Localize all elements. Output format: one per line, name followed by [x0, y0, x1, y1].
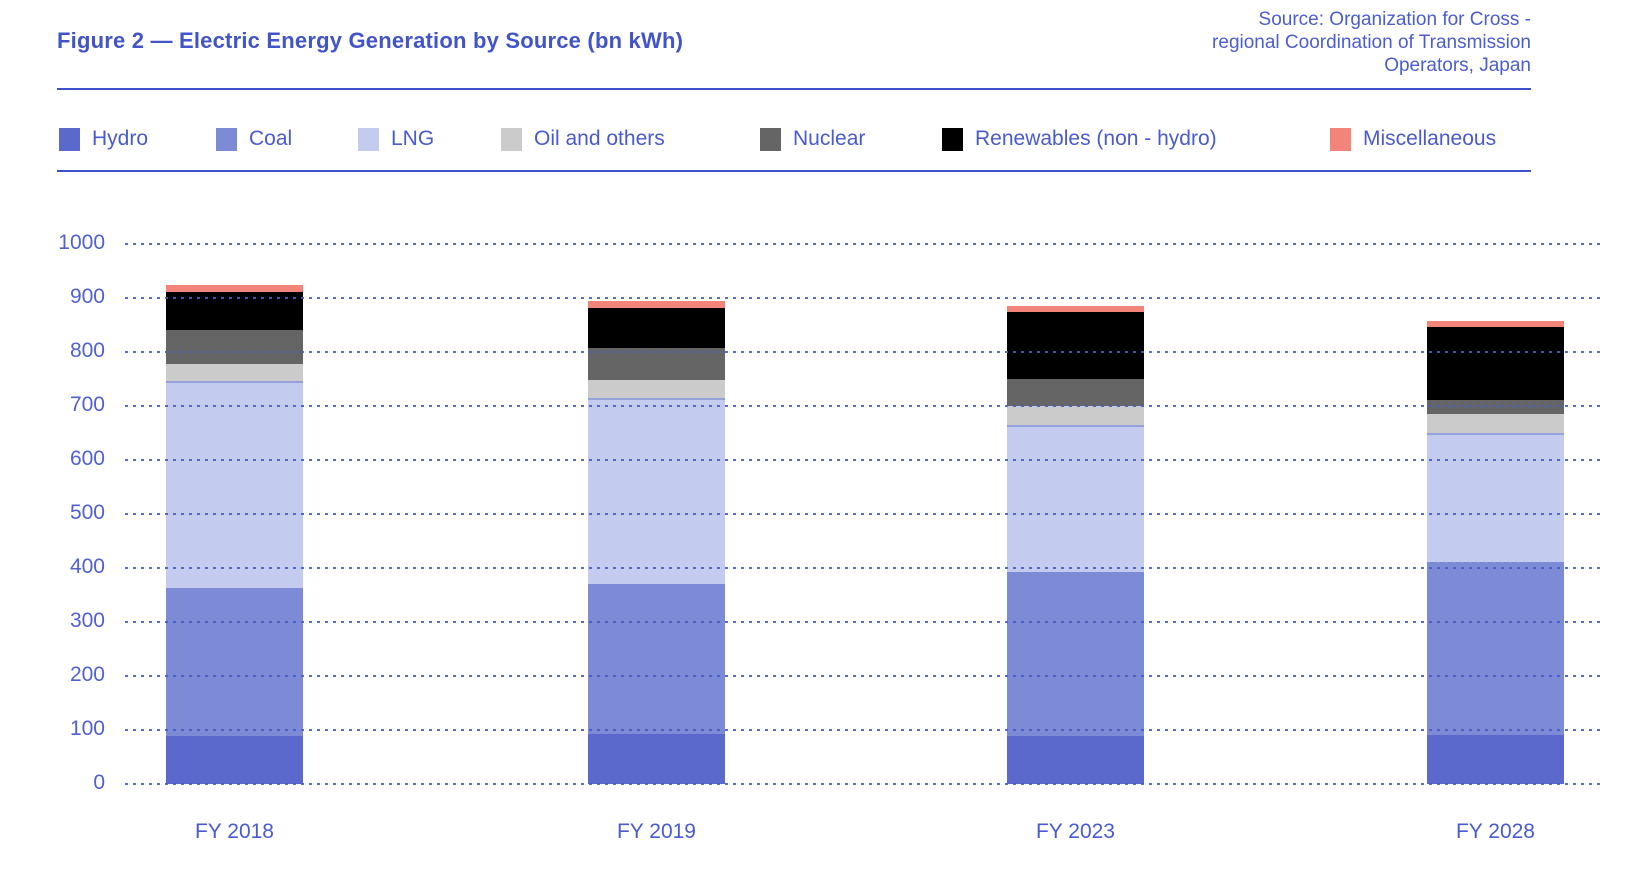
gridline-400: [125, 567, 1600, 569]
bar-segment-miscellaneous-fy-2028: [1427, 321, 1564, 327]
bar-segment-renewables-non-hydro-fy-2028: [1427, 326, 1564, 400]
bar-segment-hydro-fy-2023: [1007, 736, 1144, 784]
legend-divider: [57, 170, 1531, 172]
bar-segment-hydro-fy-2028: [1427, 735, 1564, 784]
bar-segment-miscellaneous-fy-2019: [588, 301, 725, 308]
y-tick-label-700: 700: [69, 393, 105, 416]
legend-label-miscellaneous: Miscellaneous: [1363, 127, 1497, 150]
legend-item-miscellaneous: Miscellaneous: [1330, 124, 1496, 154]
y-tick-label-500: 500: [69, 501, 105, 524]
gridline-600: [125, 459, 1600, 461]
bar-segment-miscellaneous-fy-2023: [1007, 306, 1144, 313]
source-line-1: Source: Organization for Cross -: [1258, 9, 1531, 30]
x-axis-label-fy-2018: FY 2018: [194, 820, 274, 843]
legend-label-lng: LNG: [391, 127, 435, 150]
bar-fy-2018: [166, 0, 303, 784]
bar-segment-lng-fy-2028: [1427, 433, 1564, 562]
legend-swatch-renewables-non-hydro: [942, 127, 963, 151]
legend-label-nuclear: Nuclear: [793, 127, 866, 150]
source-attribution: Source: Organization for Cross - regiona…: [1051, 8, 1531, 77]
legend-item-hydro: Hydro: [59, 124, 148, 154]
bar-segment-nuclear-fy-2023: [1007, 379, 1144, 406]
y-tick-label-800: 800: [69, 339, 105, 362]
title-divider: [57, 88, 1531, 90]
y-tick-label-200: 200: [69, 663, 105, 686]
gridline-700: [125, 405, 1600, 407]
bar-segment-renewables-non-hydro-fy-2023: [1007, 312, 1144, 379]
gridline-900: [125, 297, 1600, 299]
bar-segment-lng-fy-2023: [1007, 424, 1144, 572]
x-axis-label-fy-2023: FY 2023: [1035, 820, 1115, 843]
bar-segment-miscellaneous-fy-2018: [166, 284, 303, 292]
legend-swatch-nuclear: [760, 127, 781, 151]
bar-segment-coal-fy-2019: [588, 583, 725, 735]
x-axis-label-fy-2019: FY 2019: [616, 820, 696, 843]
y-tick-label-600: 600: [69, 447, 105, 470]
legend-item-nuclear: Nuclear: [760, 124, 865, 154]
legend-swatch-coal: [216, 127, 237, 151]
legend-swatch-oil-and-others: [501, 127, 522, 151]
figure-title: Figure 2 — Electric Energy Generation by…: [57, 28, 684, 53]
legend-swatch-lng: [358, 127, 379, 151]
source-line-3: Operators, Japan: [1384, 55, 1531, 76]
y-tick-label-300: 300: [69, 609, 105, 632]
bar-fy-2028: [1427, 0, 1564, 784]
bar-fy-2023: [1007, 0, 1144, 784]
bar-segment-oil-and-others-fy-2023: [1007, 406, 1144, 425]
legend-label-oil-and-others: Oil and others: [534, 127, 665, 150]
y-tick-label-0: 0: [93, 771, 105, 794]
gridline-800: [125, 351, 1600, 353]
gridline-0: [125, 783, 1600, 785]
y-tick-label-900: 900: [69, 285, 105, 308]
bar-segment-lng-fy-2018: [166, 380, 303, 588]
gridline-1000: [125, 243, 1600, 245]
legend-item-lng: LNG: [358, 124, 434, 154]
bar-segment-renewables-non-hydro-fy-2019: [588, 307, 725, 348]
bar-segment-hydro-fy-2019: [588, 734, 725, 784]
gridline-200: [125, 675, 1600, 677]
bar-segment-oil-and-others-fy-2018: [166, 364, 303, 381]
gridline-100: [125, 729, 1600, 731]
bar-segment-coal-fy-2018: [166, 588, 303, 736]
bar-segment-oil-and-others-fy-2028: [1427, 414, 1564, 433]
legend-swatch-miscellaneous: [1330, 127, 1351, 151]
source-line-2: regional Coordination of Transmission: [1212, 32, 1531, 53]
y-tick-label-1000: 1000: [58, 231, 105, 254]
bar-segment-oil-and-others-fy-2019: [588, 379, 725, 399]
x-axis-label-fy-2028: FY 2028: [1455, 820, 1535, 843]
gridline-300: [125, 621, 1600, 623]
bar-segment-hydro-fy-2018: [166, 735, 303, 784]
y-tick-label-400: 400: [69, 555, 105, 578]
bar-segment-lng-fy-2019: [588, 398, 725, 584]
y-tick-label-100: 100: [69, 717, 105, 740]
bar-fy-2019: [588, 0, 725, 784]
legend-item-coal: Coal: [216, 124, 292, 154]
legend-label-coal: Coal: [249, 127, 293, 150]
legend-label-renewables-non-hydro: Renewables (non - hydro): [975, 127, 1217, 150]
bar-segment-nuclear-fy-2018: [166, 329, 303, 365]
bar-segment-coal-fy-2023: [1007, 571, 1144, 737]
legend-swatch-hydro: [59, 127, 80, 151]
gridline-500: [125, 513, 1600, 515]
legend-label-hydro: Hydro: [92, 127, 149, 150]
bar-segment-coal-fy-2028: [1427, 561, 1564, 736]
legend-item-renewables-non-hydro: Renewables (non - hydro): [942, 124, 1217, 154]
legend-item-oil-and-others: Oil and others: [501, 124, 665, 154]
